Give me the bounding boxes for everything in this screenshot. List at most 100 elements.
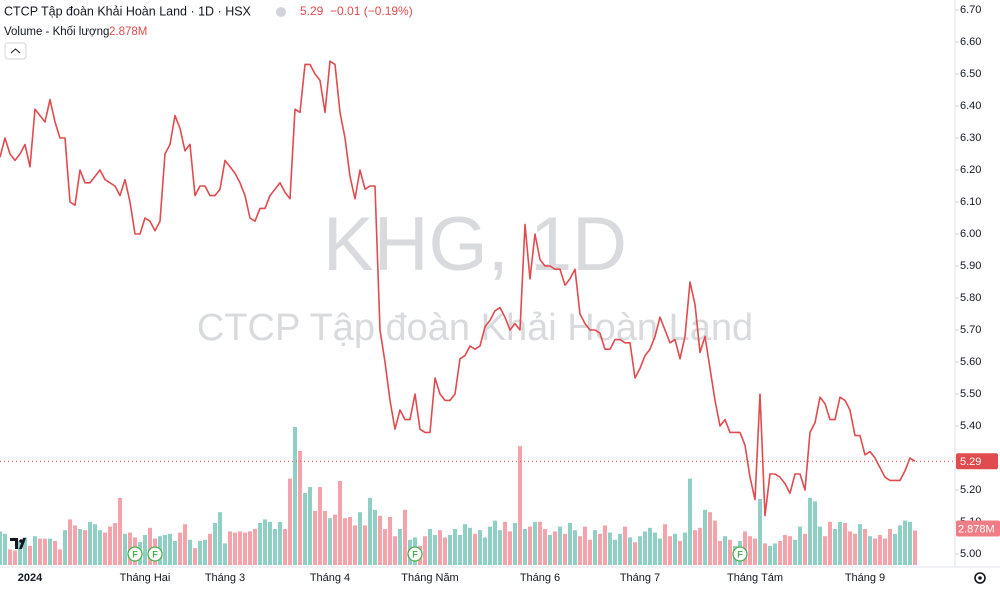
- volume-bar: [8, 549, 12, 565]
- volume-bar: [263, 519, 267, 565]
- volume-bar: [278, 521, 282, 565]
- y-tick-label: 5.40: [960, 420, 981, 432]
- volume-bar: [308, 487, 312, 565]
- volume-bar: [53, 541, 57, 565]
- volume-bar: [443, 537, 447, 565]
- volume-bar: [328, 518, 332, 565]
- volume-bar: [73, 525, 77, 565]
- volume-layer: [0, 427, 917, 565]
- volume-bar: [523, 529, 527, 565]
- volume-bar: [698, 527, 702, 565]
- y-tick-label: 6.70: [960, 4, 981, 16]
- volume-bar: [783, 535, 787, 565]
- volume-bar: [908, 521, 912, 565]
- volume-bar: [623, 526, 627, 565]
- event-marker[interactable]: F: [127, 546, 143, 562]
- volume-bar: [0, 531, 2, 565]
- volume-bar: [63, 530, 67, 565]
- volume-bar: [103, 532, 107, 565]
- volume-bar: [503, 521, 507, 565]
- settings[interactable]: [974, 572, 986, 584]
- volume-bar: [28, 545, 32, 565]
- volume-bar: [233, 532, 237, 565]
- watermark-name: CTCP Tập đoàn Khải Hoàn Land: [197, 307, 753, 349]
- volume-bar: [198, 541, 202, 565]
- volume-bar: [558, 526, 562, 565]
- volume-bar: [493, 520, 497, 565]
- price-line: [0, 60, 916, 517]
- volume-bar: [148, 527, 152, 565]
- volume-bar: [178, 532, 182, 565]
- last-price-tag: [956, 453, 998, 470]
- volume-bar: [168, 533, 172, 565]
- volume-bar: [18, 541, 22, 565]
- volume-bar: [663, 524, 667, 565]
- volume-bar: [13, 550, 17, 565]
- volume-bar: [833, 529, 837, 565]
- volume-bar: [363, 525, 367, 565]
- event-marker[interactable]: F: [147, 546, 163, 562]
- y-tick-label: 6.50: [960, 68, 981, 80]
- volume-bar: [538, 521, 542, 565]
- x-tick-label: Tháng 9: [845, 572, 885, 584]
- y-tick-label: 6.00: [960, 228, 981, 240]
- volume-bar: [813, 501, 817, 565]
- volume-bar: [203, 539, 207, 565]
- volume-bar: [173, 541, 177, 565]
- volume-bar: [323, 511, 327, 565]
- volume-bar: [303, 493, 307, 565]
- volume-bar: [268, 521, 272, 565]
- volume-bar: [288, 478, 292, 565]
- volume-bar: [858, 524, 862, 565]
- volume-bar: [353, 525, 357, 565]
- volume-bar: [713, 520, 717, 565]
- volume-bar: [298, 451, 302, 565]
- volume-bar: [598, 533, 602, 565]
- x-tick-label: Tháng Hai: [120, 572, 171, 584]
- volume-bar: [48, 538, 52, 565]
- volume-bar: [573, 530, 577, 565]
- price-layer: [0, 60, 955, 517]
- volume-bar: [208, 533, 212, 565]
- volume-bar: [373, 509, 377, 565]
- volume-bar: [498, 530, 502, 565]
- volume-bar: [313, 511, 317, 565]
- y-tick-label: 6.60: [960, 36, 981, 48]
- volume-bar: [423, 536, 427, 565]
- volume-bar: [113, 523, 117, 565]
- volume-bar: [603, 525, 607, 565]
- volume-bar: [183, 524, 187, 565]
- event-marker[interactable]: F: [732, 546, 748, 562]
- event-label: F: [737, 549, 743, 559]
- volume-bar: [613, 539, 617, 565]
- event-circle: [732, 546, 748, 562]
- y-tick-label: 5.90: [960, 260, 981, 272]
- x-tick-label: 2024: [18, 572, 43, 584]
- watermark: KHG, 1D CTCP Tập đoàn Khải Hoàn Land: [197, 202, 753, 349]
- volume-bar: [653, 532, 657, 565]
- volume-bar: [828, 521, 832, 565]
- volume-bar: [143, 535, 147, 565]
- volume-bar: [453, 529, 457, 565]
- y-tick-label: 6.10: [960, 196, 981, 208]
- volume-bar: [608, 532, 612, 565]
- y-tick-label: 5.20: [960, 484, 981, 496]
- volume-bar: [83, 530, 87, 565]
- volume-bar: [348, 517, 352, 565]
- change: −0.01 (−0.19%): [330, 4, 413, 18]
- y-tick-label: 5.50: [960, 388, 981, 400]
- x-tick-label: Tháng 4: [310, 572, 350, 584]
- y-tick-label: 5.00: [960, 548, 981, 560]
- volume-bar: [318, 487, 322, 565]
- volume-bar: [388, 517, 392, 565]
- volume-bar: [578, 536, 582, 565]
- volume-bar: [588, 539, 592, 565]
- volume-bar: [638, 536, 642, 565]
- volume-bar: [803, 533, 807, 565]
- event-marker[interactable]: F: [407, 546, 423, 562]
- price-axis: 5.005.105.205.305.405.505.605.705.805.90…: [955, 4, 981, 560]
- collapse-button[interactable]: [4, 42, 27, 60]
- volume-bar: [688, 478, 692, 565]
